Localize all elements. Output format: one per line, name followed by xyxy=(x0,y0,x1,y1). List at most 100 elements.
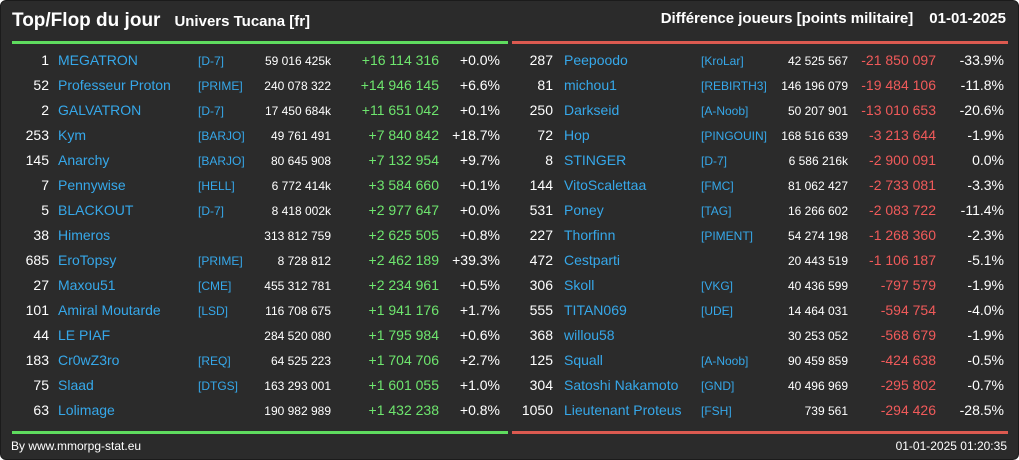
metric-label: Différence joueurs [points militaire] xyxy=(660,10,914,27)
percent-change: +18.7% xyxy=(452,127,500,143)
player-name-link[interactable]: Skoll xyxy=(564,277,595,293)
player-name-link[interactable]: Pennywise xyxy=(58,177,126,193)
player-name-link[interactable]: Peepoodo xyxy=(564,52,628,68)
alliance-tag-link[interactable]: [PINGOUIN] xyxy=(701,129,768,143)
alliance-tag-link[interactable]: [D-7] xyxy=(198,54,225,68)
player-name-link[interactable]: Anarchy xyxy=(58,152,110,168)
percent-change: -2.3% xyxy=(967,227,1004,243)
points-difference: -2 083 722 xyxy=(869,202,936,218)
player-name-link[interactable]: michou1 xyxy=(564,77,617,93)
alliance-tag-link[interactable]: [FMC] xyxy=(701,179,734,193)
top-gainer-row: 63 Lolimage 190 982 989 +1 432 238 +0.8% xyxy=(9,398,509,423)
points-difference: +2 234 961 xyxy=(368,277,439,293)
percent-change: -0.7% xyxy=(967,377,1004,393)
universe-label: Univers Tucana [fr] xyxy=(174,13,311,30)
header-right: Différence joueurs [points militaire] 01-… xyxy=(661,10,1006,36)
percent-change: +0.8% xyxy=(459,402,500,418)
alliance-tag-link[interactable]: [UDE] xyxy=(701,304,734,318)
player-name-link[interactable]: Darkseid xyxy=(564,102,620,118)
page-title: Top/Flop du jour xyxy=(12,10,161,31)
top-gainer-row: 52 Professeur Proton [PRIME] 240 078 322 +14… xyxy=(9,73,509,98)
credit-link[interactable]: By www.mmorpg-stat.eu xyxy=(11,439,142,453)
alliance-tag-link[interactable]: [A-Noob] xyxy=(701,104,749,118)
player-points: 40 436 599 xyxy=(787,279,848,293)
player-name-link[interactable]: Amiral Moutarde xyxy=(58,302,161,318)
player-rank: 7 xyxy=(41,177,49,193)
percent-change: +0.6% xyxy=(459,327,500,343)
alliance-tag-link[interactable]: [VKG] xyxy=(701,279,734,293)
player-name-link[interactable]: LE PIAF xyxy=(58,327,111,343)
player-name-link[interactable]: Squall xyxy=(564,352,603,368)
player-name-link[interactable]: Thorfinn xyxy=(564,227,616,243)
percent-change: +0.0% xyxy=(459,202,500,218)
alliance-tag-link[interactable]: [BARJO] xyxy=(198,154,245,168)
top-losers-panel: 287 Peepoodo [KroLar] 42 525 567 -21 850 097… xyxy=(509,48,1009,423)
alliance-tag-link[interactable]: [PRIME] xyxy=(198,254,243,268)
player-name-link[interactable]: Professeur Proton xyxy=(58,77,171,93)
player-name-link[interactable]: willou58 xyxy=(564,327,615,343)
player-name-link[interactable]: Poney xyxy=(564,202,604,218)
top-loser-row: 81 michou1 [REBIRTH3] 146 196 079 -19 484 10… xyxy=(509,73,1009,98)
player-name-link[interactable]: Hop xyxy=(564,127,590,143)
percent-change: +0.5% xyxy=(459,277,500,293)
player-name-link[interactable]: Satoshi Nakamoto xyxy=(564,377,679,393)
player-name-link[interactable]: Maxou51 xyxy=(58,277,116,293)
player-name-link[interactable]: Cestparti xyxy=(564,252,621,268)
alliance-tag-link[interactable]: [PIMENT] xyxy=(701,229,754,243)
alliance-tag-link[interactable]: [D-7] xyxy=(198,104,225,118)
player-rank: 44 xyxy=(33,327,49,343)
points-difference: +14 946 145 xyxy=(360,77,439,93)
player-name-link[interactable]: Lieutenant Proteus xyxy=(564,402,682,418)
top-loser-row: 125 Squall [A-Noob] 90 459 859 -424 638 -0.5% xyxy=(509,348,1009,373)
header-left: Top/Flop du jour Univers Tucana [fr] xyxy=(12,10,310,36)
player-points: 16 266 602 xyxy=(787,204,848,218)
bottom-divider-green xyxy=(12,431,508,434)
player-points: 40 496 969 xyxy=(787,379,848,393)
alliance-tag-link[interactable]: [A-Noob] xyxy=(701,354,749,368)
player-name-link[interactable]: Lolimage xyxy=(58,402,115,418)
player-name-link[interactable]: Slaad xyxy=(58,377,94,393)
alliance-tag-link[interactable]: [PRIME] xyxy=(198,79,243,93)
alliance-tag-link[interactable]: [KroLar] xyxy=(701,54,744,68)
top-loser-row: 250 Darkseid [A-Noob] 50 207 901 -13 010 653… xyxy=(509,98,1009,123)
player-name-link[interactable]: STINGER xyxy=(564,152,627,168)
points-difference: +3 584 660 xyxy=(368,177,439,193)
bottom-divider-red xyxy=(512,431,1008,434)
points-difference: +1 941 176 xyxy=(368,302,439,318)
player-points: 313 812 759 xyxy=(264,229,331,243)
player-rank: 75 xyxy=(33,377,49,393)
player-name-link[interactable]: VitoScalettaa xyxy=(564,177,647,193)
alliance-tag-link[interactable]: [FSH] xyxy=(701,404,732,418)
alliance-tag-link[interactable]: [D-7] xyxy=(198,204,225,218)
player-name-link[interactable]: TITAN069 xyxy=(564,302,627,318)
percent-change: -11.4% xyxy=(960,202,1004,218)
player-points: 90 459 859 xyxy=(787,354,848,368)
alliance-tag-link[interactable]: [BARJO] xyxy=(198,129,245,143)
alliance-tag-link[interactable]: [CME] xyxy=(198,279,232,293)
alliance-tag-link[interactable]: [REBIRTH3] xyxy=(701,79,767,93)
player-name-link[interactable]: MEGATRON xyxy=(58,52,138,68)
alliance-tag-link[interactable]: [D-7] xyxy=(701,154,728,168)
top-gainer-row: 253 Kym [BARJO] 49 761 491 +7 840 842 +18.7% xyxy=(9,123,509,148)
player-name-link[interactable]: Himeros xyxy=(58,227,111,243)
player-name-link[interactable]: Cr0wZ3ro xyxy=(58,352,120,368)
player-rank: 72 xyxy=(537,127,553,143)
player-name-link[interactable]: BLACKOUT xyxy=(58,202,134,218)
alliance-tag-link[interactable]: [LSD] xyxy=(198,304,229,318)
alliance-tag-link[interactable]: [GND] xyxy=(701,379,735,393)
alliance-tag-link[interactable]: [HELL] xyxy=(198,179,235,193)
alliance-tag-link[interactable]: [TAG] xyxy=(701,204,732,218)
top-gainer-row: 183 Cr0wZ3ro [REQ] 64 525 223 +1 704 706 +2.7… xyxy=(9,348,509,373)
player-points: 17 450 684k xyxy=(264,104,331,118)
player-name-link[interactable]: EroTopsy xyxy=(58,252,117,268)
points-difference: -19 484 106 xyxy=(861,77,936,93)
alliance-tag-link[interactable]: [DTGS] xyxy=(198,379,239,393)
top-gainer-row: 7 Pennywise [HELL] 6 772 414k +3 584 660 +0.1… xyxy=(9,173,509,198)
top-gainer-row: 1 MEGATRON [D-7] 59 016 425k +16 114 316 +0.0… xyxy=(9,48,509,73)
top-loser-row: 72 Hop [PINGOUIN] 168 516 639 -3 213 644 -1.9… xyxy=(509,123,1009,148)
alliance-tag-link[interactable]: [REQ] xyxy=(198,354,231,368)
player-name-link[interactable]: Kym xyxy=(58,127,86,143)
percent-change: 0.0% xyxy=(972,152,1004,168)
player-name-link[interactable]: GALVATRON xyxy=(58,102,142,118)
points-difference: -13 010 653 xyxy=(861,102,936,118)
